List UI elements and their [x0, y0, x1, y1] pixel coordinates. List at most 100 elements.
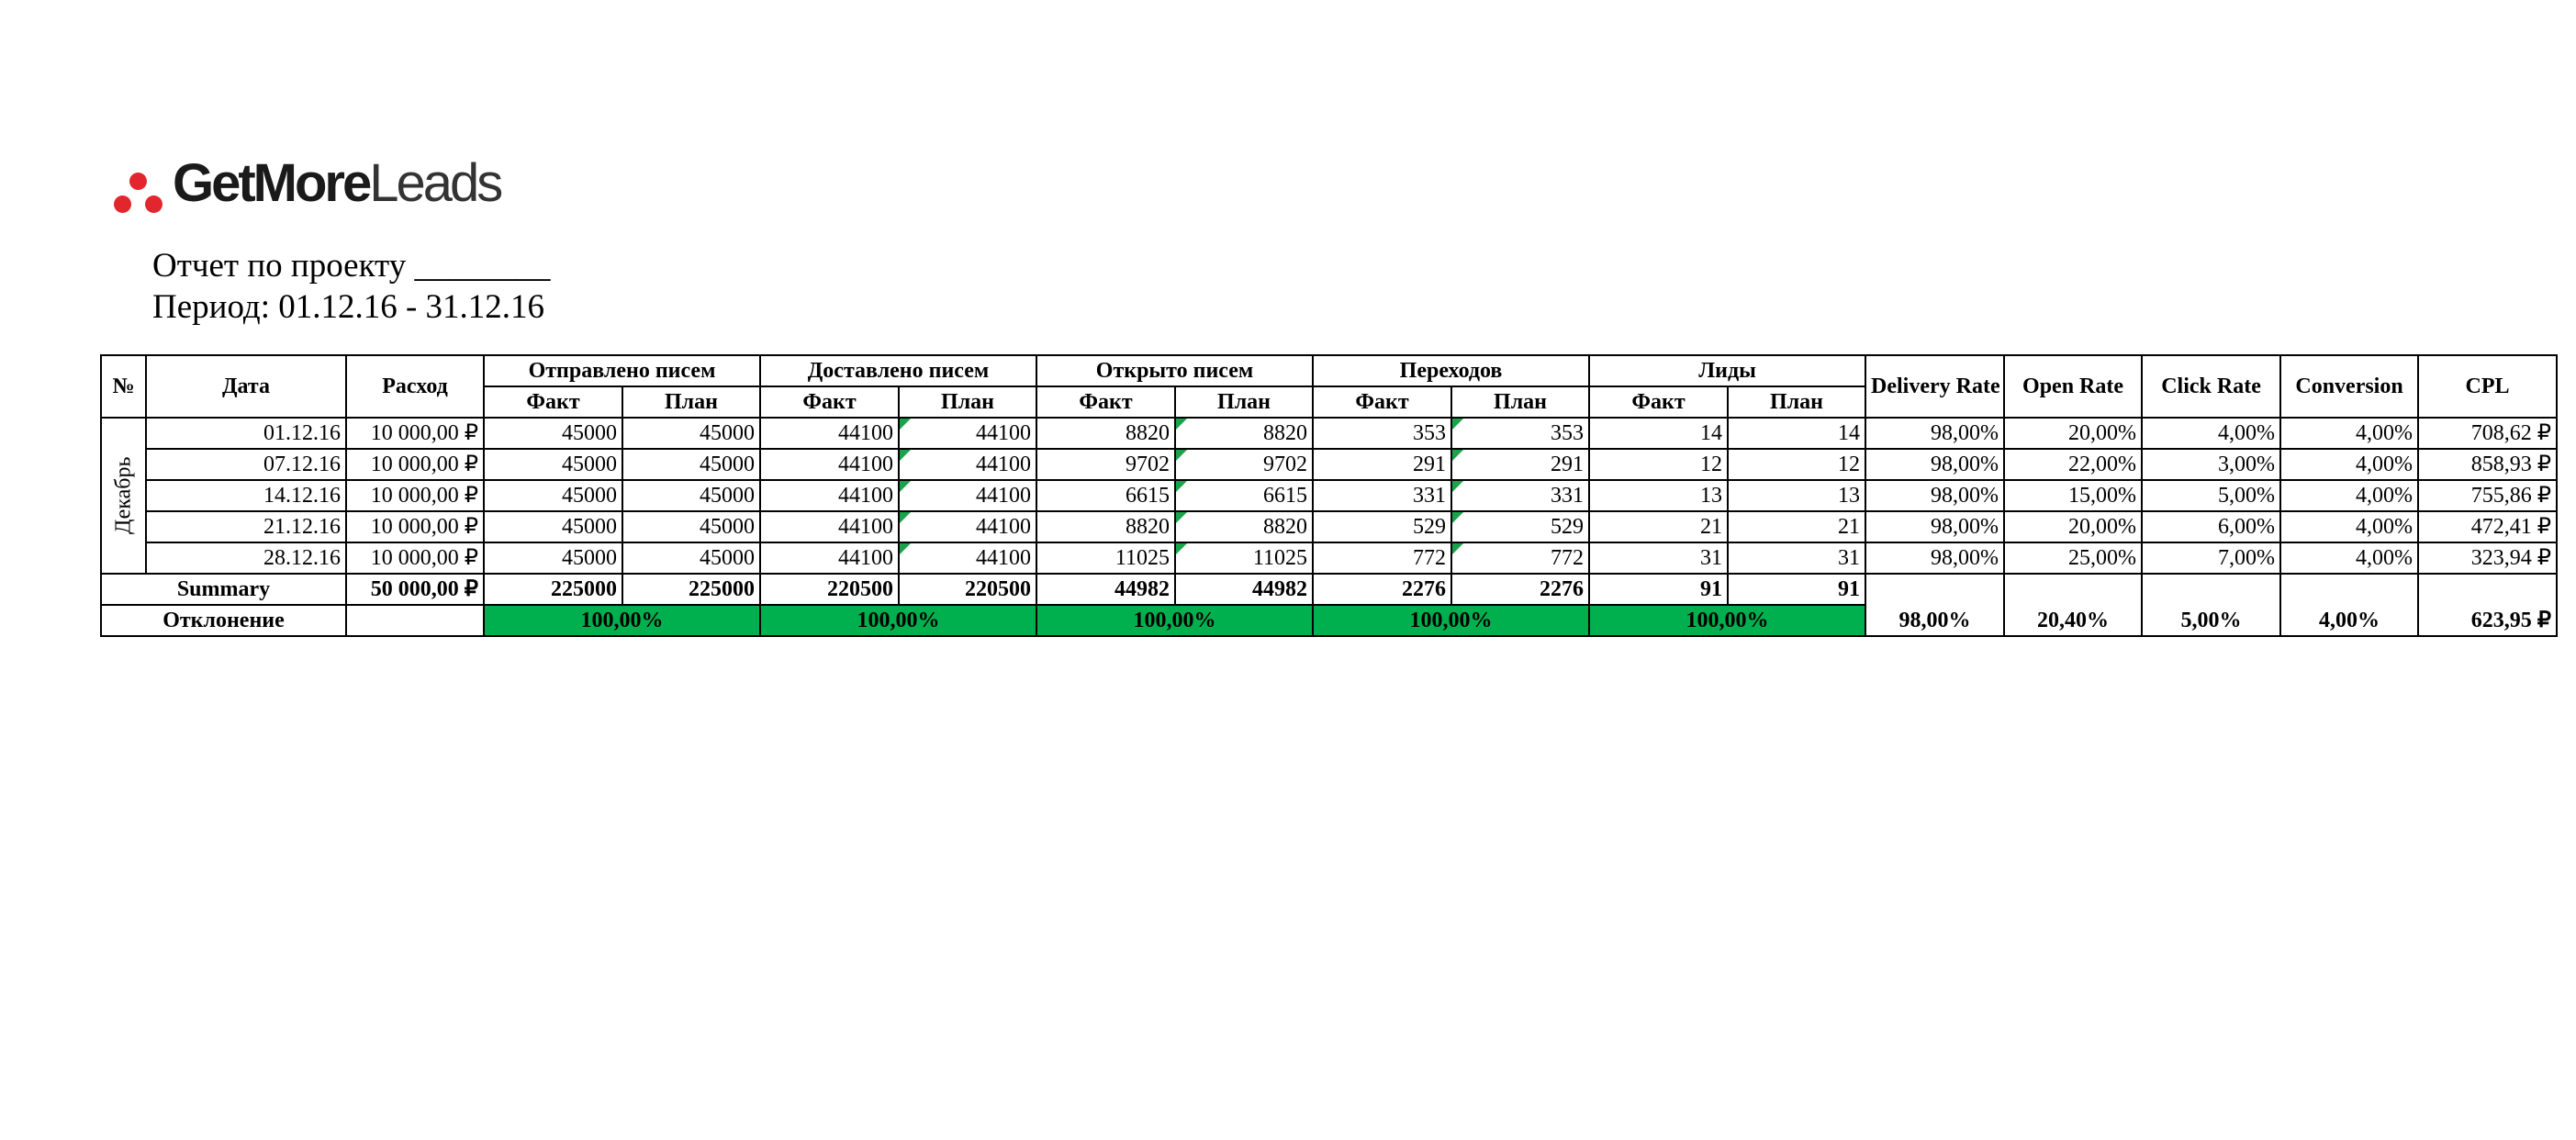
cell-opened-fact: 11025 [1036, 542, 1177, 575]
cell-leads-plan: 12 [1727, 448, 1867, 481]
cell-date: 21.12.16 [145, 510, 347, 543]
cell-spend: 10 000,00 ₽ [345, 542, 485, 575]
cell-delivery-rate: 98,00% [1865, 448, 2006, 481]
cell-clicks-fact: 353 [1312, 417, 1453, 450]
header-fact: Факт [1036, 386, 1177, 419]
cell-opened-fact: 6615 [1036, 479, 1177, 512]
deviation-opened: 100,00% [1036, 604, 1315, 637]
cell-clicks-plan: 291 [1450, 448, 1591, 481]
cell-clicks-plan: 529 [1450, 510, 1591, 543]
cell-open-rate: 20,00% [2003, 417, 2144, 450]
cell-conversion: 4,00% [2279, 417, 2420, 450]
cell-delivered-fact: 44100 [759, 510, 901, 543]
cell-sent-fact: 45000 [483, 448, 623, 481]
cell-leads-plan: 31 [1727, 542, 1867, 575]
cell-delivered-fact: 44100 [759, 417, 901, 450]
cell-delivered-fact: 44100 [759, 542, 901, 575]
cell-spend: 10 000,00 ₽ [345, 479, 485, 512]
cell-conversion: 4,00% [2279, 479, 2420, 512]
cell-leads-fact: 14 [1588, 417, 1730, 450]
logo-wordmark: GetMoreLeads [173, 153, 503, 213]
deviation-row: Отклонение 100,00% 100,00% 100,00% 100,0… [100, 604, 2559, 637]
deviation-sent: 100,00% [482, 604, 762, 637]
cell-cpl: 708,62 ₽ [2417, 417, 2559, 450]
summary-label: Summary [100, 573, 347, 606]
cell-sent-fact: 45000 [483, 417, 623, 450]
deviation-click-rate: 5,00% [2141, 605, 2282, 637]
deviation-delivered: 100,00% [759, 604, 1038, 637]
cell-opened-plan: 9702 [1174, 448, 1315, 481]
cell-leads-plan: 14 [1727, 417, 1867, 450]
header-conversion: Conversion [2279, 354, 2420, 419]
header-click-rate: Click Rate [2141, 354, 2282, 419]
cell-clicks-fact: 772 [1312, 542, 1453, 575]
summary-opened-plan: 44982 [1174, 573, 1315, 606]
cell-cpl: 323,94 ₽ [2417, 542, 2559, 575]
cell-clicks-plan: 331 [1450, 479, 1591, 512]
deviation-spend-blank [345, 604, 485, 637]
cell-spend: 10 000,00 ₽ [345, 510, 485, 543]
cell-cpl: 472,41 ₽ [2417, 510, 2559, 543]
report-table: № Дата Расход Отправлено писем Доставлен… [100, 354, 2559, 637]
summary-blank [2417, 573, 2559, 605]
cell-opened-plan: 6615 [1174, 479, 1315, 512]
header-plan: План [1174, 386, 1315, 419]
cell-sent-fact: 45000 [483, 542, 623, 575]
cell-sent-plan: 45000 [621, 417, 762, 450]
cell-leads-fact: 31 [1588, 542, 1730, 575]
table-row: 21.12.16 10 000,00 ₽ 45000 45000 44100 4… [101, 510, 2559, 543]
cell-clicks-plan: 353 [1450, 417, 1591, 450]
cell-delivery-rate: 98,00% [1865, 479, 2006, 512]
logo-dots-icon [110, 156, 165, 213]
table-row: 28.12.16 10 000,00 ₽ 45000 45000 44100 4… [101, 542, 2559, 575]
cell-open-rate: 22,00% [2003, 448, 2144, 481]
cell-opened-fact: 9702 [1036, 448, 1177, 481]
cell-leads-fact: 12 [1588, 448, 1730, 481]
deviation-conversion: 4,00% [2279, 605, 2420, 637]
deviation-label: Отклонение [100, 604, 347, 637]
header-row-1: № Дата Расход Отправлено писем Доставлен… [100, 354, 2559, 419]
header-fact: Факт [483, 386, 623, 419]
cell-conversion: 4,00% [2279, 448, 2420, 481]
cell-click-rate: 4,00% [2141, 417, 2282, 450]
header-plan: План [1450, 386, 1591, 419]
summary-blank [2279, 573, 2420, 605]
cell-cpl: 755,86 ₽ [2417, 479, 2559, 512]
cell-leads-plan: 13 [1727, 479, 1867, 512]
cell-leads-fact: 21 [1588, 510, 1730, 543]
cell-conversion: 4,00% [2279, 542, 2420, 575]
cell-date: 01.12.16 [145, 417, 347, 450]
cell-sent-plan: 45000 [621, 542, 762, 575]
cell-sent-plan: 45000 [621, 479, 762, 512]
cell-delivered-plan: 44100 [898, 542, 1038, 575]
cell-delivery-rate: 98,00% [1865, 510, 2006, 543]
summary-sent-plan: 225000 [621, 573, 762, 606]
cell-date: 14.12.16 [145, 479, 347, 512]
cell-conversion: 4,00% [2279, 510, 2420, 543]
deviation-open-rate: 20,40% [2003, 605, 2144, 637]
cell-date: 28.12.16 [145, 542, 347, 575]
table-row: 07.12.16 10 000,00 ₽ 45000 45000 44100 4… [101, 448, 2559, 481]
cell-clicks-fact: 331 [1312, 479, 1453, 512]
header-plan: План [898, 386, 1038, 419]
month-label: Декабрь [101, 418, 146, 574]
deviation-clicks: 100,00% [1312, 604, 1591, 637]
summary-blank [2141, 573, 2282, 605]
cell-delivered-plan: 44100 [898, 510, 1038, 543]
cell-sent-plan: 45000 [621, 510, 762, 543]
cell-click-rate: 3,00% [2141, 448, 2282, 481]
cell-delivered-plan: 44100 [898, 479, 1038, 512]
summary-blank [2003, 573, 2144, 605]
header-sent: Отправлено писем [482, 354, 762, 387]
cell-open-rate: 20,00% [2003, 510, 2144, 543]
company-logo: GetMoreLeads [110, 147, 503, 220]
cell-delivered-plan: 44100 [898, 417, 1038, 450]
table-row: Декабрь 01.12.16 10 000,00 ₽ 45000 45000… [101, 417, 2559, 574]
cell-cpl: 858,93 ₽ [2417, 448, 2559, 481]
cell-sent-fact: 45000 [483, 479, 623, 512]
header-leads: Лиды [1588, 354, 1867, 387]
cell-click-rate: 7,00% [2141, 542, 2282, 575]
summary-sent-fact: 225000 [483, 573, 623, 606]
header-row-2: Факт План Факт План Факт План Факт План … [101, 386, 2557, 419]
header-fact: Факт [759, 386, 901, 419]
